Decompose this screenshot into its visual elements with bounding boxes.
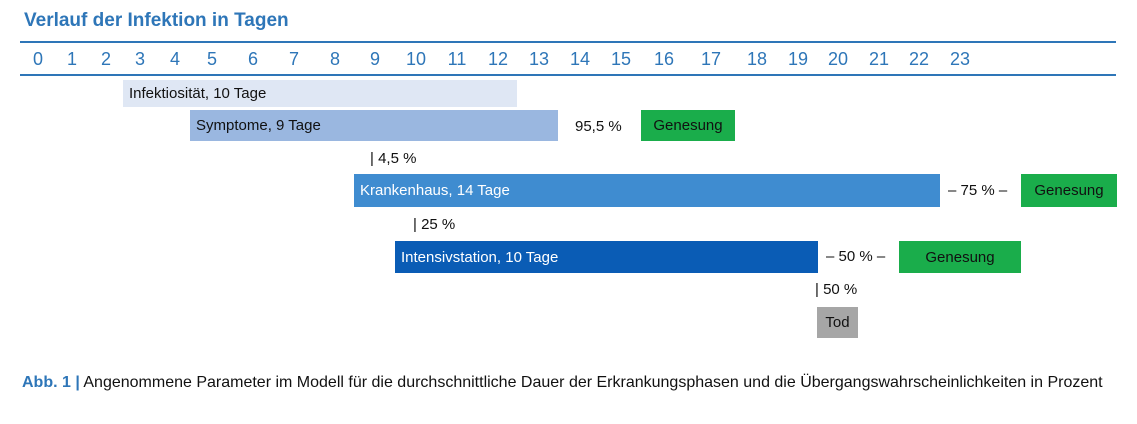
day-label-18: 18 [746, 49, 768, 69]
bar-infektiositaet: Infektiosität, 10 Tage [123, 80, 517, 107]
day-label-14: 14 [569, 49, 591, 69]
day-label-16: 16 [653, 49, 675, 69]
intensiv-transition-percent: | 25 % [413, 216, 456, 233]
day-label-0: 0 [32, 49, 43, 69]
bar-krankenhaus-label: Krankenhaus, 14 Tage [360, 182, 510, 199]
tod-box: Tod [817, 307, 858, 338]
tod-transition-percent: | 50 % [815, 281, 858, 298]
intensiv-genesung-percent: – 50 % – [826, 248, 886, 265]
day-label-8: 8 [329, 49, 340, 69]
day-label-3: 3 [134, 49, 145, 69]
day-label-23: 23 [949, 49, 971, 69]
figure-caption: Abb. 1 | Angenommene Parameter im Modell… [22, 372, 1117, 394]
day-label-19: 19 [787, 49, 809, 69]
bar-infektiositaet-label: Infektiosität, 10 Tage [129, 85, 267, 102]
bar-krankenhaus: Krankenhaus, 14 Tage [354, 174, 940, 207]
day-label-20: 20 [827, 49, 849, 69]
day-label-12: 12 [487, 49, 509, 69]
day-label-4: 4 [169, 49, 180, 69]
genesung-box-krankenhaus: Genesung [1021, 174, 1117, 207]
day-label-11: 11 [447, 49, 467, 69]
bar-symptome: Symptome, 9 Tage [190, 110, 558, 141]
day-label-2: 2 [100, 49, 111, 69]
day-label-17: 17 [700, 49, 722, 69]
bar-symptome-label: Symptome, 9 Tage [196, 117, 321, 134]
caption-prefix: Abb. 1 | [22, 374, 80, 391]
day-label-10: 10 [405, 49, 427, 69]
genesung-box-symptome: Genesung [641, 110, 735, 141]
genesung-box-intensiv: Genesung [899, 241, 1021, 273]
axis-rule [20, 74, 1116, 76]
day-label-1: 1 [66, 49, 77, 69]
symptome-genesung-percent: 95,5 % [575, 118, 622, 135]
bar-intensiv-label: Intensivstation, 10 Tage [401, 248, 559, 266]
day-label-5: 5 [206, 49, 217, 69]
day-label-21: 21 [868, 49, 890, 69]
diagram-title: Verlauf der Infektion in Tagen [24, 10, 289, 31]
day-label-22: 22 [908, 49, 930, 69]
krankenhaus-genesung-percent: – 75 % – [948, 182, 1008, 199]
day-label-13: 13 [528, 49, 550, 69]
caption-text: Angenommene Parameter im Modell für die … [83, 374, 1103, 391]
day-label-15: 15 [610, 49, 632, 69]
bar-intensiv: Intensivstation, 10 Tage [395, 241, 818, 273]
day-label-9: 9 [369, 49, 380, 69]
day-label-7: 7 [288, 49, 299, 69]
top-rule [20, 41, 1116, 43]
day-label-6: 6 [247, 49, 258, 69]
krankenhaus-transition-percent: | 4,5 % [370, 150, 417, 167]
